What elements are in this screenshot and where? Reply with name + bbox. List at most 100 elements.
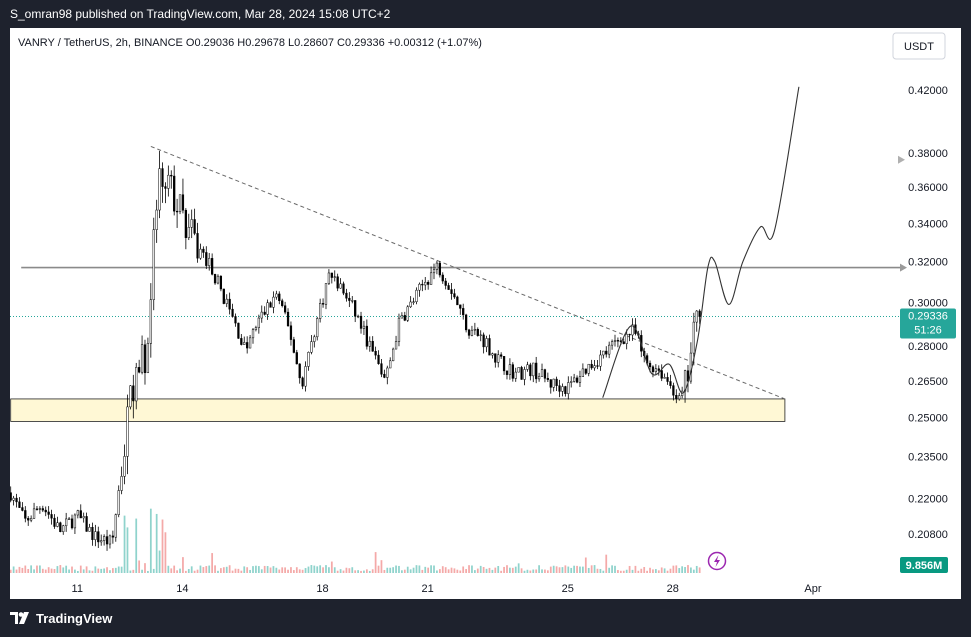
candle-body (631, 324, 634, 336)
candle-body (237, 322, 240, 339)
volume-bar (287, 569, 289, 573)
y-axis[interactable]: 0.42000 0.38000 0.36000 0.34000 0.32000 0.300… (908, 85, 948, 572)
volume-bar (62, 567, 65, 573)
volume-bar (695, 565, 698, 573)
volume-bar (579, 566, 581, 573)
candle-body (313, 336, 316, 342)
volume-bar (255, 565, 257, 573)
candle-body (552, 378, 555, 388)
volume-bar (182, 557, 184, 573)
candle-body (327, 272, 331, 284)
candle-body (698, 310, 701, 317)
volume-bar (660, 567, 663, 573)
volume-bar (590, 565, 593, 573)
volume-bar (228, 565, 231, 573)
candle-body (132, 385, 135, 402)
candle-body (53, 517, 56, 527)
candle-body (18, 501, 21, 508)
price-chart[interactable]: 0.42000 0.38000 0.36000 0.34000 0.32000 0.300… (9, 28, 961, 599)
volume-bar (631, 569, 634, 573)
candle-body (377, 354, 380, 364)
candle-body (129, 385, 132, 408)
candle-body (27, 518, 30, 521)
volume-bar (646, 570, 648, 573)
descending-trendline[interactable] (150, 145, 786, 400)
volume-bar (243, 566, 246, 573)
flash-icon[interactable] (707, 551, 727, 571)
volume-bar (514, 566, 517, 573)
x-tick-label: 11 (72, 583, 83, 595)
volume-bar (231, 570, 234, 573)
volume-bar (59, 565, 62, 573)
candle-body (444, 280, 447, 286)
x-axis[interactable]: 11 14 18 21 25 28 Apr (72, 583, 822, 595)
candle-body (406, 306, 409, 321)
candle-body (102, 536, 106, 541)
candle-body (30, 518, 33, 521)
volume-bar (155, 513, 158, 573)
candle-body (330, 272, 333, 278)
volume-bar (398, 565, 400, 573)
volume-bar (33, 569, 35, 573)
candle-body (537, 376, 541, 380)
candle-body (608, 344, 611, 355)
candle-body (651, 366, 655, 372)
volume-tag: 9.856M (900, 557, 948, 573)
candle-body (260, 311, 263, 319)
volume-bar (654, 569, 657, 573)
volume-bar (669, 568, 672, 573)
volume-bar (129, 570, 132, 573)
volume-bar (208, 565, 211, 573)
chart-frame[interactable]: 0.42000 0.38000 0.36000 0.34000 0.32000 0.300… (9, 28, 961, 599)
candle-body (143, 344, 147, 374)
candle-body (558, 385, 561, 392)
candle-body (511, 364, 514, 379)
candles (9, 150, 701, 551)
volume-bar (608, 567, 611, 573)
volume-bar (377, 565, 380, 573)
volume-bar (555, 566, 558, 573)
volume-bar (135, 518, 138, 573)
currency-button[interactable]: USDT (892, 32, 946, 60)
candle-body (546, 378, 549, 380)
volume-bar (301, 569, 304, 573)
candle-body (178, 194, 182, 213)
volume-bar (520, 568, 523, 573)
x-tick-label: Apr (804, 583, 821, 595)
tradingview-logo-icon (10, 612, 29, 624)
projection-path[interactable] (602, 86, 800, 398)
volume-bar (170, 568, 173, 573)
volume-bar (622, 570, 625, 573)
candle-body (476, 328, 479, 336)
volume-bar (421, 569, 424, 573)
support-zone[interactable] (10, 398, 786, 422)
volume-bar (652, 569, 654, 573)
volume-bar (526, 569, 529, 573)
volume-bar (149, 508, 152, 573)
volume-bar (345, 567, 348, 573)
volume-bar (687, 565, 689, 573)
volume-bar (523, 570, 526, 573)
candle-body (12, 497, 15, 501)
volume-bar (103, 568, 105, 573)
current-price-tag: 0.29336 51:26 (900, 308, 956, 339)
volume-bar (190, 566, 193, 573)
candle-body (47, 511, 50, 515)
candle-body (167, 174, 170, 189)
volume-bar (619, 570, 622, 573)
candle-body (324, 283, 328, 305)
candle-body (289, 325, 293, 340)
volume-bar (450, 567, 453, 573)
volume-bar (325, 565, 327, 573)
candle-body (628, 333, 631, 336)
volume-bar (471, 565, 473, 573)
volume-bar (184, 570, 187, 573)
volume-bar (278, 569, 281, 573)
volume-bar (112, 568, 114, 573)
candle-body (540, 369, 544, 377)
candle-body (532, 362, 535, 377)
candle-body (190, 219, 193, 228)
candle-body (345, 292, 348, 299)
volume-bar (541, 569, 543, 573)
candle-body (216, 275, 220, 284)
